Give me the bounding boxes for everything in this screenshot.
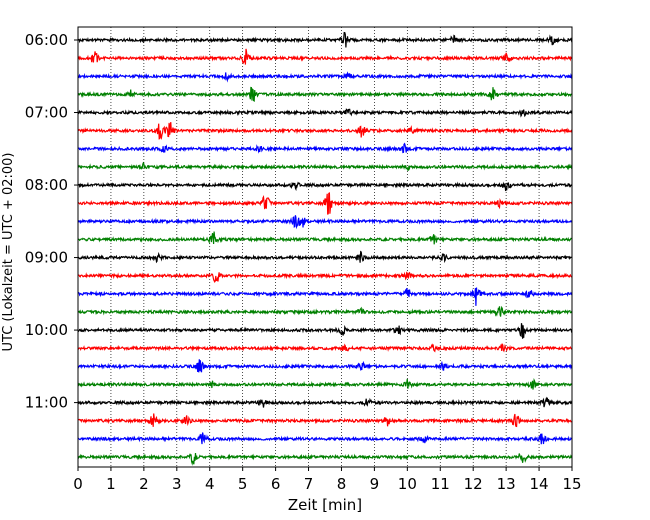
trace-0630 [77,71,573,83]
x-tick-label: 11 [431,475,450,493]
trace-1015 [77,342,573,353]
trace-1030 [77,359,573,373]
trace-0815 [77,192,573,215]
y-axis: 06:00 07:00 08:00 09:00 10:00 11:00 [25,31,78,412]
trace-0830 [77,215,573,230]
trace-1115 [77,413,573,428]
trace-layer [77,31,573,466]
x-tick-label: 8 [337,475,347,493]
x-tick-label: 7 [304,475,314,493]
y-tick-label: 10:00 [25,321,68,339]
trace-0730 [77,142,573,154]
y-tick-label: 11:00 [25,394,68,412]
trace-0845 [77,231,573,245]
trace-0715 [77,122,573,141]
x-tick-label: 6 [271,475,281,493]
trace-1000 [77,323,573,339]
x-axis: 0 1 2 3 4 5 6 7 8 9 10 11 12 13 14 15 [73,467,582,493]
trace-1045 [77,378,573,390]
trace-0600 [77,31,573,48]
trace-0615 [77,48,573,65]
x-tick-label: 4 [205,475,215,493]
y-tick-label: 06:00 [25,31,68,49]
y-tick-label: 08:00 [25,176,68,194]
trace-1145 [77,452,573,466]
x-tick-label: 15 [562,475,581,493]
trace-0700 [77,108,573,118]
x-tick-label: 5 [238,475,248,493]
x-tick-label: 9 [370,475,380,493]
trace-0645 [77,86,573,102]
x-tick-label: 14 [530,475,549,493]
x-tick-label: 12 [464,475,483,493]
trace-0945 [78,305,573,317]
trace-0930 [77,287,573,306]
x-axis-label: Zeit [min] [288,496,362,514]
trace-1100 [77,396,573,408]
grid-layer [110,27,540,467]
y-tick-label: 09:00 [25,249,68,267]
x-tick-label: 3 [172,475,182,493]
trace-0800 [77,181,573,192]
x-tick-label: 1 [106,475,116,493]
y-axis-label: UTC (Lokalzeit = UTC + 02:00) [1,153,16,352]
y-tick-label: 07:00 [25,104,68,122]
trace-0915 [77,271,573,283]
trace-1130 [77,432,573,445]
trace-0900 [77,250,573,264]
x-tick-label: 2 [139,475,149,493]
trace-0745 [77,161,573,171]
x-tick-label: 10 [398,475,417,493]
x-tick-label: 0 [73,475,83,493]
x-tick-label: 13 [497,475,516,493]
plot-frame [77,26,573,468]
